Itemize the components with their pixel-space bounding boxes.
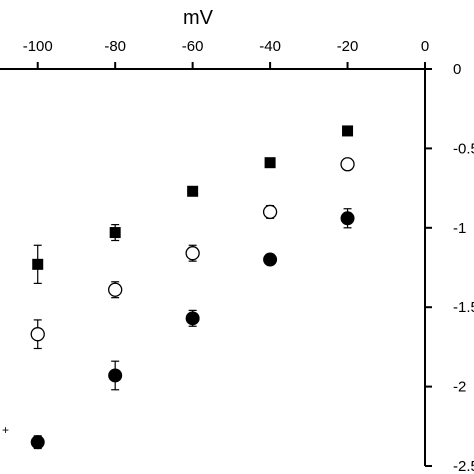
y-tick-label: 0: [453, 61, 461, 78]
legend-fragment: +: [2, 423, 9, 437]
data-point-open-circle: [30, 327, 45, 342]
x-tick-label: -80: [104, 38, 126, 55]
x-tick-label: 0: [421, 38, 429, 55]
data-point-open-circle: [108, 282, 123, 297]
data-point-open-circle: [185, 246, 200, 261]
data-point-open-circle: [340, 157, 355, 172]
y-tick-label: -1: [453, 220, 466, 237]
y-tick-label: -0.5: [453, 140, 474, 157]
y-tick-label: -2.5: [453, 458, 474, 474]
data-point-filled-circle: [340, 211, 355, 226]
y-tick-label: -1.5: [453, 299, 474, 316]
y-tick-label: -2: [453, 379, 466, 396]
x-tick-label: -20: [337, 38, 359, 55]
data-point-filled-circle: [263, 252, 278, 267]
data-point-square: [187, 185, 199, 197]
data-marks: [30, 125, 355, 450]
data-point-filled-circle: [108, 368, 123, 383]
x-tick-label: -40: [259, 38, 281, 55]
axes: -100 -80 -60 -40 -20 0 0 -0.5 -1 -1.5 -2 -2.5: [0, 38, 474, 474]
x-tick-label: -100: [23, 38, 53, 55]
data-point-square: [32, 258, 44, 270]
data-point-open-circle: [262, 204, 278, 220]
data-point-square: [264, 157, 276, 169]
data-point-filled-circle: [185, 311, 200, 326]
data-point-filled-circle: [30, 435, 45, 450]
data-point-square: [109, 227, 121, 239]
x-axis-title: mV: [183, 7, 214, 29]
x-tick-label: -60: [182, 38, 204, 55]
data-point-square: [342, 125, 354, 137]
